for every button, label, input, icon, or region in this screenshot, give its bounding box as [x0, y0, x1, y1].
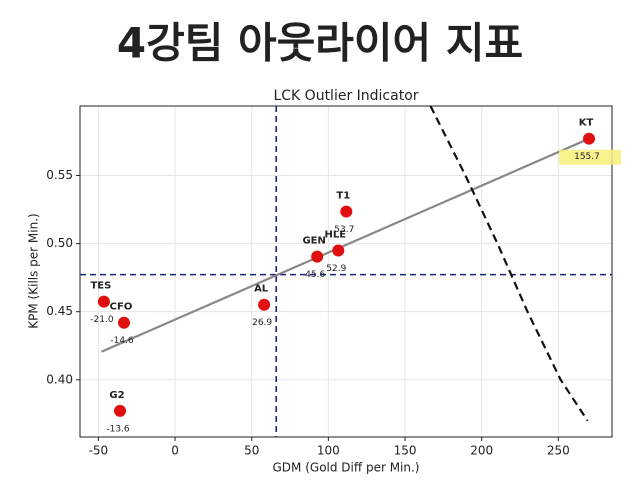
- y-tick-label: 0.40: [46, 372, 73, 386]
- point-name: AL: [254, 284, 269, 295]
- x-tick-label: 0: [171, 444, 179, 458]
- y-axis-label: KPM (Kills per Min.): [27, 213, 41, 328]
- x-tick-label: 250: [547, 444, 570, 458]
- point-name: CFO: [110, 302, 133, 313]
- point: [118, 316, 131, 329]
- fit-line: [101, 137, 590, 353]
- point-name: GEN: [302, 236, 325, 247]
- page-title: 4강팀 아웃라이어 지표: [117, 19, 523, 68]
- x-tick-label: 50: [244, 444, 259, 458]
- point-note: 26.9: [252, 318, 272, 328]
- x-tick-label: 150: [394, 444, 417, 458]
- point-note: 45.6: [305, 270, 325, 280]
- point: [114, 404, 127, 417]
- x-tick-label: 100: [317, 444, 340, 458]
- point-note: 52.9: [326, 264, 346, 274]
- point: [97, 295, 110, 308]
- x-axis-label: GDM (Gold Diff per Min.): [273, 461, 420, 475]
- x-tick-label: -50: [89, 444, 109, 458]
- chart-title: LCK Outlier Indicator: [273, 88, 418, 104]
- point-note: -13.6: [106, 424, 130, 434]
- point: [583, 132, 596, 145]
- point-name: G2: [109, 390, 124, 401]
- point-name: T1: [336, 191, 350, 202]
- point-note: 53.7: [334, 225, 354, 235]
- point-name: KT: [579, 118, 594, 129]
- point: [258, 298, 271, 311]
- y-tick-label: 0.50: [46, 236, 73, 250]
- point-name: TES: [90, 281, 111, 292]
- point-note: 155.7: [574, 152, 600, 162]
- point: [340, 205, 353, 218]
- point: [311, 250, 324, 263]
- x-tick-label: 200: [470, 444, 493, 458]
- point: [332, 244, 345, 257]
- y-tick-label: 0.45: [46, 304, 73, 318]
- point-note: -21.0: [90, 315, 114, 325]
- plot-frame: [79, 105, 613, 438]
- highlight: [559, 149, 622, 165]
- point-name: HLE: [325, 230, 347, 241]
- y-tick-label: 0.55: [46, 168, 73, 182]
- point-note: -14.6: [110, 336, 134, 346]
